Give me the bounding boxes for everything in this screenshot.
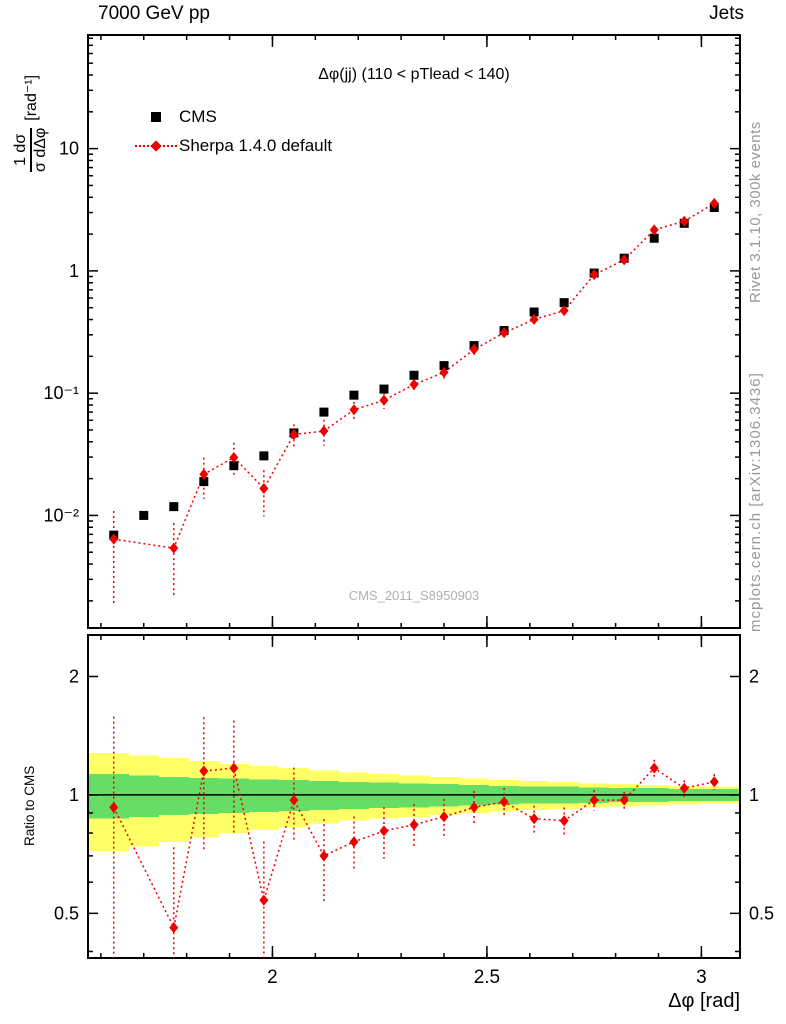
- ratio-y-axis-title: Ratio to CMS: [22, 765, 37, 846]
- ratio-data-point: [649, 762, 659, 774]
- ratio-data-point: [499, 796, 509, 808]
- sherpa-data-point: [259, 483, 269, 495]
- tick-label: 2.5: [474, 967, 500, 988]
- cms-series: [109, 203, 719, 540]
- legend-item-sherpa: Sherpa 1.4.0 default: [133, 131, 332, 160]
- tick-labels: 10 1 10⁻¹ 10⁻² 2 2.5 3 0.5 0.5 1 1 2 2: [43, 139, 774, 988]
- legend: CMS Sherpa 1.4.0 default: [133, 102, 332, 160]
- tick-label: 2: [69, 667, 79, 687]
- cms-data-point: [349, 390, 359, 400]
- sherpa-diamond-marker-icon: [133, 136, 179, 156]
- sherpa-data-point: [559, 305, 569, 317]
- sherpa-data-point: [289, 429, 299, 441]
- sherpa-series: [109, 197, 719, 554]
- sherpa-data-point: [409, 379, 419, 391]
- mcplots-reference-label: mcplots.cern.ch [arXiv:1306.3436]: [747, 372, 764, 632]
- ratio-data-point: [169, 922, 179, 934]
- ratio-data-point: [109, 801, 119, 813]
- sherpa-data-point: [709, 197, 719, 209]
- ratio-data-point: [409, 819, 419, 831]
- cms-data-point: [529, 307, 539, 317]
- sherpa-data-point: [589, 269, 599, 281]
- cms-data-point: [409, 370, 419, 380]
- tick-label: 2: [749, 667, 759, 687]
- plot-title: Δφ(jj) (110 < pTlead < 140): [318, 66, 510, 83]
- tick-label: 0.5: [749, 903, 774, 923]
- ratio-data-point: [319, 850, 329, 862]
- y-axis-unit: [rad⁻¹]: [23, 74, 41, 121]
- sherpa-data-point: [379, 394, 389, 406]
- ratio-data-point: [679, 782, 689, 794]
- cms-data-point: [379, 384, 389, 394]
- sherpa-data-point: [679, 215, 689, 227]
- ratio-data-point: [199, 765, 209, 777]
- cms-data-point: [439, 361, 449, 371]
- sherpa-data-point: [229, 451, 239, 463]
- rivet-version-label: Rivet 3.1.10, 300k events: [747, 121, 764, 303]
- cms-data-point: [199, 477, 209, 487]
- ratio-data-point: [529, 813, 539, 825]
- tick-label: 3: [696, 967, 707, 988]
- main-frame: [87, 34, 741, 629]
- sherpa-data-point: [469, 343, 479, 355]
- analysis-group-label: Jets: [709, 3, 744, 24]
- cms-data-point: [319, 407, 329, 417]
- ratio-data-point: [379, 825, 389, 837]
- axis-ticks: [88, 35, 740, 958]
- ratio-series: [109, 762, 719, 934]
- cms-square-marker-icon: [133, 107, 179, 127]
- tick-label: 1: [749, 785, 759, 805]
- ratio-data-point: [349, 836, 359, 848]
- main-y-axis-title: 1 dσ σ dΔφ [rad⁻¹]: [12, 75, 51, 172]
- cms-data-point: [559, 298, 569, 308]
- legend-item-cms: CMS: [133, 102, 332, 131]
- ratio-data-point: [259, 894, 269, 906]
- ratio-errorbars: [112, 716, 716, 958]
- ratio-data-point: [289, 794, 299, 806]
- sherpa-data-point: [619, 254, 629, 266]
- ratio-data-point: [589, 794, 599, 806]
- cms-data-point: [139, 510, 149, 520]
- sherpa-data-point: [349, 404, 359, 416]
- tick-label: 10⁻²: [43, 505, 79, 525]
- ratio-line: [113, 767, 715, 930]
- legend-label-sherpa: Sherpa 1.4.0 default: [179, 135, 333, 155]
- ratio-data-point: [229, 762, 239, 774]
- x-axis-title: Δφ [rad]: [668, 990, 740, 1012]
- beam-energy-label: 7000 GeV pp: [98, 3, 210, 24]
- tick-label: 10: [59, 139, 79, 159]
- cms-data-point: [259, 451, 269, 461]
- sherpa-data-point: [529, 313, 539, 325]
- ratio-frame: [87, 634, 741, 959]
- sherpa-data-point: [649, 224, 659, 236]
- analysis-id-watermark: CMS_2011_S8950903: [348, 588, 480, 603]
- ratio-data-point: [469, 801, 479, 813]
- tick-label: 0.5: [54, 903, 79, 923]
- sherpa-data-point: [499, 327, 509, 339]
- tick-label: 2: [267, 967, 278, 988]
- ratio-data-point: [559, 815, 569, 827]
- cms-data-point: [649, 233, 659, 243]
- sherpa-data-point: [439, 366, 449, 378]
- ratio-data-point: [619, 794, 629, 806]
- cms-data-point: [169, 502, 179, 512]
- sherpa-data-point: [169, 542, 179, 554]
- ratio-data-point: [439, 811, 449, 823]
- tick-label: 1: [69, 785, 79, 805]
- sherpa-data-point: [199, 468, 209, 480]
- sherpa-data-point: [109, 533, 119, 545]
- ratio-data-point: [709, 776, 719, 788]
- y-axis-fraction: 1 dσ σ dΔφ: [12, 127, 50, 172]
- tick-label: 10⁻¹: [43, 383, 79, 403]
- legend-label-cms: CMS: [179, 106, 217, 126]
- sherpa-line: [113, 202, 715, 549]
- tick-label: 1: [69, 261, 79, 281]
- cms-data-point: [229, 461, 239, 471]
- sherpa-data-point: [319, 425, 329, 437]
